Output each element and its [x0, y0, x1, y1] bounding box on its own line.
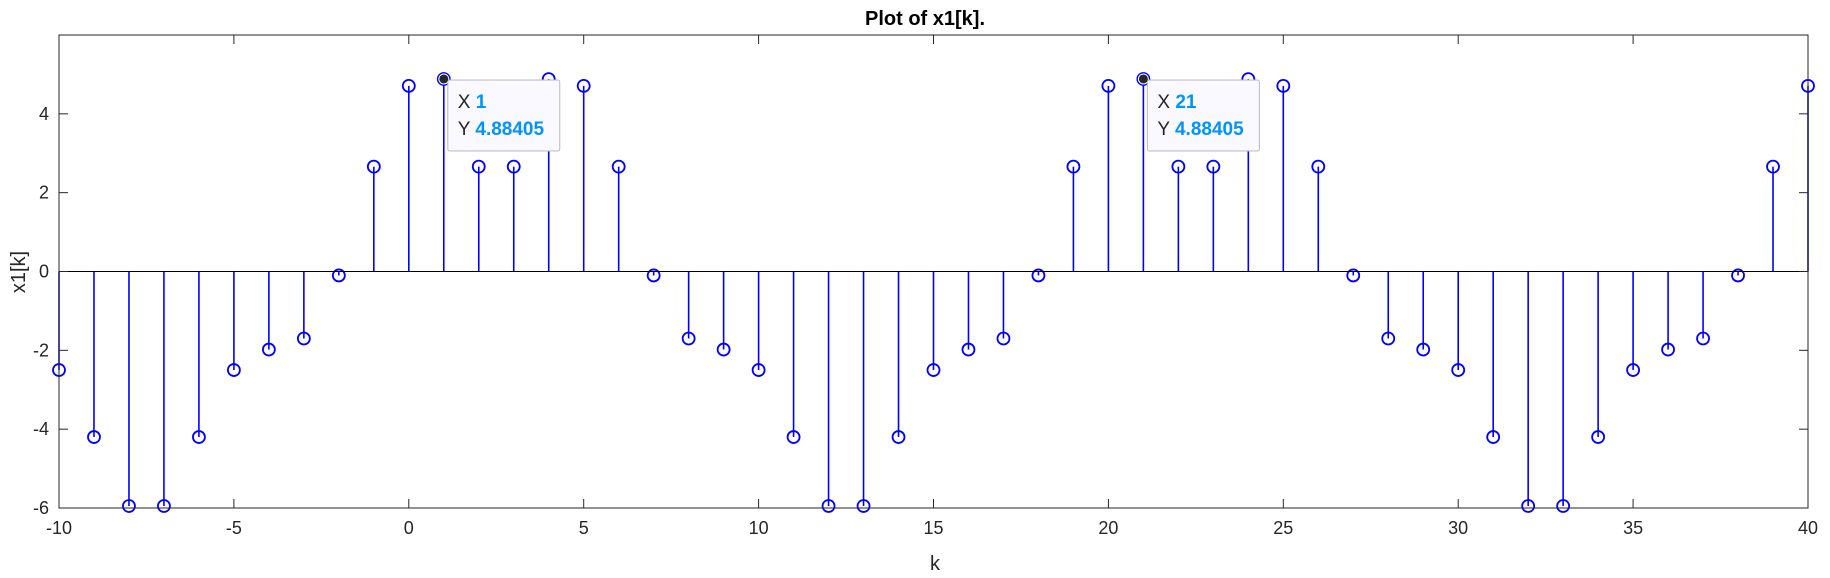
y-tick-label: -4	[33, 419, 49, 439]
datatip-x-row: X 21	[1157, 92, 1197, 113]
stem-marker	[506, 159, 521, 174]
stem-marker	[296, 331, 311, 346]
datatip: X 1 Y 4.88405	[438, 73, 561, 152]
chart-title: Plot of x1[k].	[865, 8, 985, 30]
stem-marker	[1521, 499, 1536, 513]
stem-marker	[576, 78, 591, 93]
stem-marker	[786, 430, 801, 444]
stem-marker	[122, 499, 136, 513]
stem-marker	[1766, 159, 1780, 174]
x-tick-label: 10	[749, 518, 769, 538]
stem-marker	[1276, 78, 1291, 93]
stem-marker	[1591, 430, 1606, 444]
y-tick-label: -2	[33, 340, 49, 360]
datatip-box	[447, 79, 561, 152]
y-tick-label: -6	[33, 498, 49, 518]
stem-marker	[1346, 268, 1361, 283]
datatip-y-row: Y 4.88405	[1157, 119, 1244, 140]
stem-marker	[1171, 159, 1186, 174]
datatip-y-row: Y 4.88405	[458, 119, 545, 140]
stem-marker	[1311, 159, 1326, 174]
stem-marker	[366, 159, 381, 174]
stem-marker	[1381, 331, 1396, 346]
stem-marker	[401, 78, 416, 93]
x-tick-label: 0	[404, 518, 414, 538]
stem-marker	[996, 331, 1011, 346]
stem-marker	[646, 268, 661, 283]
stem-marker	[157, 499, 171, 513]
datatip-x-row: X 1	[458, 92, 487, 113]
stem-series	[52, 72, 1815, 513]
stem-marker	[436, 72, 451, 86]
x-tick-label: 5	[579, 518, 589, 538]
y-axis-ticks: -6 -4 -2 0 2 4	[33, 104, 1808, 518]
stem-marker	[716, 342, 731, 357]
stem-marker	[821, 499, 836, 513]
stem-marker	[1136, 72, 1151, 86]
x-tick-label: 25	[1273, 518, 1293, 538]
datatip: X 21 Y 4.88405	[1137, 73, 1260, 152]
stem-marker	[681, 331, 696, 346]
stem-marker	[471, 159, 486, 174]
stem-marker	[1731, 268, 1745, 283]
stem-marker	[1031, 268, 1046, 283]
y-axis-label: x1[k]	[8, 251, 30, 293]
stem-marker	[1696, 331, 1710, 346]
x-tick-label: 20	[1098, 518, 1118, 538]
stem-marker	[1416, 342, 1431, 357]
stem-marker	[1101, 78, 1116, 93]
stem-marker	[1626, 363, 1640, 377]
stem-marker	[1486, 430, 1501, 444]
datatip-box	[1146, 79, 1260, 152]
x-tick-label: 35	[1623, 518, 1643, 538]
stem-marker	[1556, 499, 1571, 513]
stem-marker	[1066, 159, 1081, 174]
stem-marker	[331, 268, 346, 283]
stem-marker	[926, 363, 941, 377]
stem-marker	[891, 430, 906, 444]
y-tick-label: 0	[39, 262, 49, 282]
x-tick-label: -10	[46, 518, 72, 538]
stem-marker	[961, 342, 976, 357]
stem-marker	[226, 363, 241, 377]
stem-marker	[192, 430, 206, 444]
x-tick-label: -5	[226, 518, 242, 538]
x-tick-label: 40	[1798, 518, 1818, 538]
datatip-marker	[1137, 73, 1149, 85]
x-tick-label: 30	[1448, 518, 1468, 538]
stem-marker	[1661, 342, 1675, 357]
x-tick-label: 15	[923, 518, 943, 538]
stem-marker	[856, 499, 871, 513]
datatip-marker	[438, 73, 450, 85]
stem-marker	[261, 342, 276, 357]
stem-marker	[1451, 363, 1466, 377]
stem-marker	[751, 363, 766, 377]
datatips: X 1 Y 4.88405 X 21 Y 4.88405	[438, 73, 1260, 152]
x-axis-label: k	[930, 553, 941, 575]
stem-marker	[1206, 159, 1221, 174]
y-tick-label: 4	[39, 104, 49, 124]
stem-marker	[611, 159, 626, 174]
y-tick-label: 2	[39, 183, 49, 203]
x-axis-ticks: -10 -5 0 5 10 15 20 25 30 35 40	[46, 35, 1818, 538]
stem-marker	[87, 430, 101, 444]
